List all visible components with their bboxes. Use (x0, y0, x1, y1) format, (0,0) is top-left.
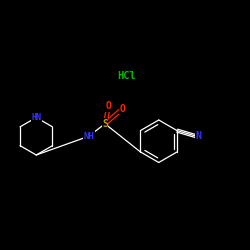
Text: HCl: HCl (117, 71, 136, 81)
Text: N: N (196, 131, 202, 141)
Text: O: O (106, 101, 112, 111)
Text: S: S (102, 119, 108, 129)
Text: HN: HN (31, 113, 41, 122)
Text: NH: NH (84, 132, 94, 141)
Text: O: O (120, 104, 126, 114)
